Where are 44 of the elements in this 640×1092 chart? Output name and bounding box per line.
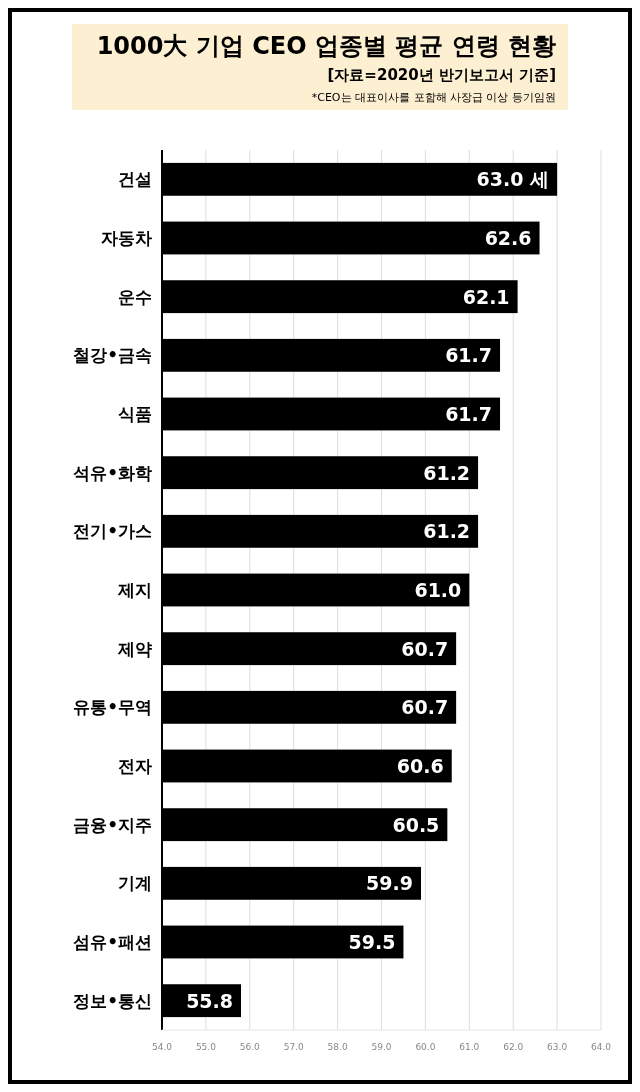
x-tick-label: 63.0 — [547, 1042, 568, 1052]
x-tick-label: 64.0 — [590, 1042, 612, 1052]
y-tick-label: 식품 — [118, 404, 152, 425]
y-tick-label: 금융•지주 — [73, 814, 152, 835]
y-tick-label: 자동차 — [101, 228, 152, 249]
data-label: 61.0 — [414, 578, 462, 601]
x-tick-label: 55.0 — [195, 1042, 217, 1052]
y-tick-label: 유통•무역 — [73, 697, 152, 718]
y-tick-label: 제지 — [117, 580, 152, 601]
x-tick-label: 58.0 — [327, 1042, 348, 1052]
chart-title: 1000大 기업 CEO 업종별 평균 연령 현황 — [96, 32, 556, 60]
y-tick-label: 석유•화학 — [73, 462, 152, 483]
y-tick-label: 기계 — [118, 873, 152, 894]
data-label: 61.7 — [445, 344, 493, 367]
data-label: 55.8 — [186, 989, 234, 1012]
x-tick-label: 59.0 — [371, 1042, 392, 1052]
x-tick-label: 57.0 — [283, 1042, 304, 1052]
x-tick-label: 60.0 — [415, 1042, 436, 1052]
y-tick-label: 전기•가스 — [73, 521, 152, 542]
data-label: 62.6 — [484, 226, 532, 249]
x-tick-label: 56.0 — [239, 1042, 261, 1052]
y-tick-label: 전자 — [118, 756, 152, 777]
data-label: 59.5 — [348, 930, 396, 953]
data-label: 60.7 — [401, 637, 449, 660]
y-tick-label: 정보•통신 — [73, 990, 152, 1011]
y-tick-label: 제약 — [117, 638, 152, 659]
data-label: 63.0 세 — [476, 168, 550, 191]
data-label: 60.5 — [392, 813, 440, 836]
y-tick-label: 건설 — [118, 169, 152, 190]
data-label: 61.7 — [445, 402, 493, 425]
text: *CEO는 대표이사를 포함해 사장급 이상 등기임원 — [311, 91, 556, 104]
data-label: 62.1 — [462, 285, 510, 308]
y-tick-label: 운수 — [118, 286, 152, 307]
y-tick-label: 섬유•패션 — [73, 932, 152, 953]
x-tick-label: 62.0 — [503, 1042, 524, 1052]
x-tick-label: 54.0 — [151, 1042, 173, 1052]
data-label: 60.7 — [401, 696, 449, 719]
x-tick-label: 61.0 — [459, 1042, 480, 1052]
data-label: 60.6 — [396, 754, 444, 777]
data-label: 59.9 — [366, 872, 414, 895]
data-label: 61.2 — [423, 461, 471, 484]
data-label: 61.2 — [423, 520, 471, 543]
y-tick-label: 철강•금속 — [73, 345, 152, 366]
chart-subtitle: [자료=2020년 반기보고서 기준] — [327, 66, 556, 84]
